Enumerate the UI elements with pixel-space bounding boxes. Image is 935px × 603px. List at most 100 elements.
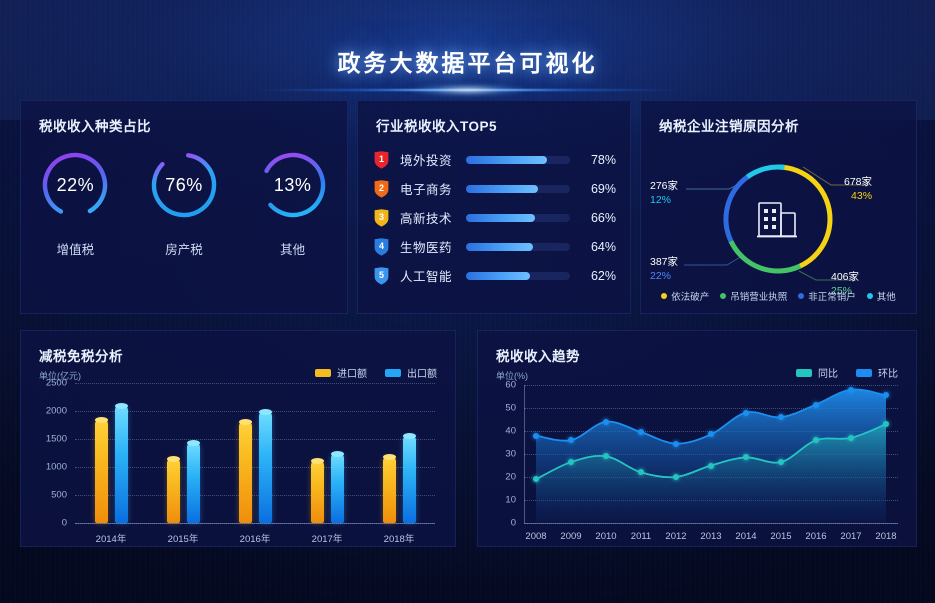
bar-export[interactable] bbox=[330, 451, 344, 523]
area-fill bbox=[536, 424, 886, 523]
data-point[interactable] bbox=[848, 434, 854, 441]
data-point[interactable] bbox=[813, 401, 819, 408]
y-axis-tick: 1000 bbox=[45, 461, 67, 473]
legend-label: 环比 bbox=[878, 369, 898, 380]
data-point[interactable] bbox=[603, 453, 609, 460]
chart-legend-item[interactable]: 出口额 bbox=[385, 365, 437, 380]
bar-export[interactable] bbox=[186, 439, 200, 523]
x-axis-tick: 2010 bbox=[595, 531, 617, 542]
grid-line bbox=[75, 439, 435, 440]
rank-name: 高新技术 bbox=[400, 212, 453, 226]
donut-legend-item[interactable]: 其他 bbox=[866, 289, 896, 303]
gauge-ring-1: 76% bbox=[148, 149, 220, 221]
rank-percent: 62% bbox=[590, 268, 616, 283]
data-point[interactable] bbox=[638, 469, 644, 476]
x-axis-tick: 2008 bbox=[525, 531, 547, 542]
x-axis-tick: 2009 bbox=[560, 531, 582, 542]
legend-swatch bbox=[315, 368, 331, 377]
x-axis-tick: 2012 bbox=[665, 531, 687, 542]
data-point[interactable] bbox=[568, 459, 574, 466]
data-point[interactable] bbox=[813, 437, 819, 444]
bar-import[interactable] bbox=[310, 458, 324, 523]
bar-chart-unit: 单位(亿元) bbox=[39, 371, 81, 381]
bar-export[interactable] bbox=[114, 402, 128, 523]
rank-number: 5 bbox=[378, 269, 384, 280]
rank-percent: 64% bbox=[590, 239, 616, 254]
legend-color-dot bbox=[720, 293, 727, 299]
data-point[interactable] bbox=[883, 421, 889, 428]
data-point[interactable] bbox=[568, 437, 574, 444]
corner-top-left bbox=[357, 100, 370, 113]
x-axis-tick: 2016年 bbox=[239, 534, 271, 545]
data-point[interactable] bbox=[533, 432, 539, 439]
rank-row[interactable]: 3 高新技术 66% bbox=[374, 203, 616, 232]
rank-badge-icon: 1 bbox=[374, 150, 389, 169]
x-axis-tick: 2018 bbox=[875, 531, 897, 542]
rank-badge-icon: 4 bbox=[374, 237, 389, 256]
chart-legend-item[interactable]: 同比 bbox=[796, 365, 838, 380]
x-axis-tick: 2015 bbox=[770, 531, 792, 542]
bar-cap bbox=[94, 416, 108, 423]
data-point[interactable] bbox=[673, 474, 679, 480]
data-point[interactable] bbox=[743, 409, 749, 416]
grid-line bbox=[524, 385, 898, 386]
bar-import[interactable] bbox=[166, 456, 180, 523]
donut-legend-item[interactable]: 非正常销户 bbox=[798, 289, 856, 303]
panel-title-industry-top5: 行业税收收入TOP5 bbox=[376, 119, 498, 134]
y-axis-tick: 1500 bbox=[45, 433, 67, 445]
corner-bottom-left bbox=[477, 534, 490, 547]
rank-badge-icon: 2 bbox=[374, 179, 389, 198]
rank-bar-track bbox=[466, 184, 570, 193]
building-icon bbox=[757, 202, 797, 238]
corner-top-right bbox=[904, 100, 917, 113]
corner-top-right bbox=[904, 330, 917, 343]
data-point[interactable] bbox=[778, 414, 784, 421]
legend-swatch bbox=[796, 368, 812, 377]
legend-color-dot bbox=[866, 293, 873, 299]
data-point[interactable] bbox=[848, 386, 854, 393]
x-axis-tick: 2018年 bbox=[383, 534, 415, 545]
rank-number: 2 bbox=[378, 182, 384, 193]
grid-line bbox=[75, 383, 435, 384]
grid-line bbox=[524, 523, 898, 524]
bar-export[interactable] bbox=[402, 432, 416, 523]
bar-import[interactable] bbox=[382, 454, 396, 523]
rank-badge-icon: 3 bbox=[374, 208, 389, 227]
data-point[interactable] bbox=[708, 462, 714, 469]
data-point[interactable] bbox=[638, 429, 644, 436]
x-axis-tick: 2017 bbox=[840, 531, 862, 542]
data-point[interactable] bbox=[883, 392, 889, 399]
grid-line bbox=[75, 495, 435, 496]
legend-label: 非正常销户 bbox=[808, 292, 856, 303]
bar-export[interactable] bbox=[258, 408, 272, 523]
gauge-value: 22% bbox=[56, 174, 95, 195]
data-point[interactable] bbox=[603, 418, 609, 425]
y-axis-line bbox=[524, 385, 525, 523]
donut-legend-item[interactable]: 依法破产 bbox=[661, 289, 709, 303]
rank-row[interactable]: 2 电子商务 69% bbox=[374, 174, 616, 203]
data-point[interactable] bbox=[743, 454, 749, 461]
chart-legend-item[interactable]: 环比 bbox=[856, 365, 898, 380]
donut-legend-item[interactable]: 吊销营业执照 bbox=[720, 289, 787, 303]
data-point[interactable] bbox=[778, 459, 784, 466]
data-point[interactable] bbox=[533, 476, 539, 483]
area-chart-legend: 同比 环比 bbox=[796, 365, 898, 380]
y-axis-tick: 500 bbox=[51, 489, 67, 501]
rank-percent: 69% bbox=[590, 181, 616, 196]
panel-tax-trend: 税收收入趋势 单位(%) 同比 环比 60 50 40 30 20 10 0 2008 2009 2… bbox=[477, 330, 917, 547]
gauge-value: 13% bbox=[273, 174, 312, 195]
donut-label-3: 276家 12% bbox=[650, 180, 679, 207]
data-point[interactable] bbox=[708, 431, 714, 438]
chart-legend-item[interactable]: 进口额 bbox=[315, 365, 367, 380]
y-axis-tick: 0 bbox=[510, 517, 516, 529]
rank-row[interactable]: 4 生物医药 64% bbox=[374, 232, 616, 261]
page-title: 政务大数据平台可视化 bbox=[337, 50, 598, 76]
rank-percent: 78% bbox=[590, 152, 616, 167]
corner-top-right bbox=[618, 100, 631, 113]
bar-import[interactable] bbox=[94, 416, 108, 523]
rank-row[interactable]: 1 境外投资 78% bbox=[374, 145, 616, 174]
data-point[interactable] bbox=[673, 440, 679, 447]
area-chart-unit: 单位(%) bbox=[496, 371, 528, 381]
bar-import[interactable] bbox=[238, 418, 252, 523]
rank-row[interactable]: 5 人工智能 62% bbox=[374, 261, 616, 290]
